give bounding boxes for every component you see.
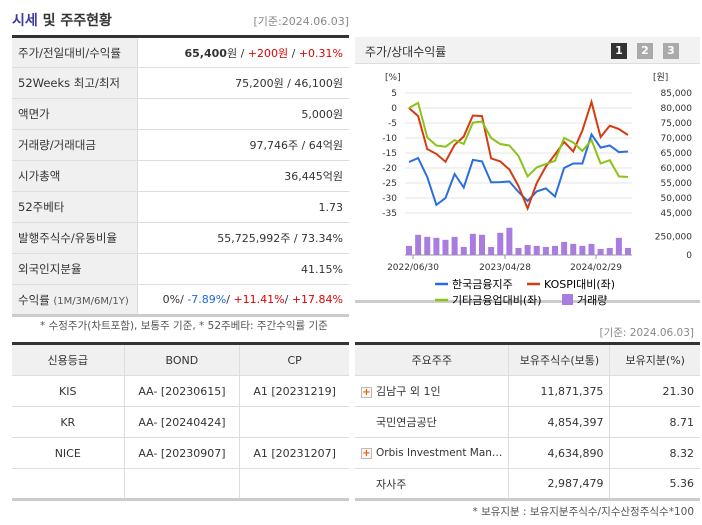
volume-bar — [451, 236, 458, 255]
left-tick-label: -35 — [382, 209, 397, 219]
right-tick-label: 75,000 — [661, 119, 693, 129]
chart-page-1-button[interactable]: 1 — [611, 43, 627, 59]
volume-bar — [615, 237, 622, 255]
price-chart: [%] [원] 5 85,000 0 80,000 -5 75,000 -10 70,000 -… — [382, 72, 693, 307]
volume-bar — [597, 248, 604, 255]
volume-bar — [433, 237, 440, 255]
table-row: 외국인지분율 41.15% — [12, 253, 349, 285]
left-tick-label: -15 — [382, 149, 397, 159]
x-tick-label: 2023/04/28 — [479, 263, 531, 273]
volume-bar — [606, 247, 613, 255]
expand-icon[interactable]: + — [361, 386, 372, 398]
legend: 한국금융지주 KOSPI대비(좌) 기타금융업대비(좌) 거래량 — [435, 278, 615, 307]
table-row: 발행주식수/유동비율 55,725,992주 / 73.34% — [12, 222, 349, 254]
volume-bar — [625, 247, 631, 255]
table-row: 수익률 (1M/3M/6M/1Y) 0%/ -7.89%/ +11.41%/ +1… — [12, 284, 349, 316]
legend-item: 기타금융업대비(좌) — [452, 294, 542, 307]
table-row: KIS AA- [20230615] A1 [20231219] — [12, 375, 349, 407]
credit-rating-table: 신용등급 BOND CP KIS AA- [20230615] A1 [20231219… — [12, 342, 349, 501]
table-row: 주가/전일대비/수익률 65,400원 / +200원 / +0.31% — [12, 36, 349, 68]
right-tick-label: 50,000 — [661, 194, 693, 204]
expand-icon[interactable]: + — [361, 447, 372, 459]
left-tick-label: -20 — [382, 164, 397, 174]
series-line — [408, 132, 629, 207]
right-tick-label: 55,000 — [661, 179, 693, 189]
shareholder-footnote: * 보유지분 : 보유지분주식수/지수산정주식수*100 — [472, 506, 694, 518]
volume-bar — [442, 239, 449, 255]
volume-bar — [561, 241, 568, 255]
volume-bar — [533, 245, 540, 255]
volume-bar — [506, 227, 513, 255]
table-row: 52Weeks 최고/최저 75,200원 / 46,100원 — [12, 67, 349, 99]
footnote: * 수정주가(차트포함), 보통주 기준, * 52주베타: 주간수익률 기준 — [40, 320, 328, 332]
volume-bar — [570, 243, 577, 255]
table-row: + Orbis Investment Man… 4,634,890 8.32 — [355, 437, 700, 469]
base-date: [기준:2024.06.03] — [253, 15, 349, 28]
shareholder-name[interactable]: + Orbis Investment Man… — [355, 437, 510, 469]
volume-bar — [460, 246, 467, 255]
left-tick-label: 5 — [391, 89, 397, 99]
right-tick-label: 70,000 — [661, 134, 693, 144]
volume-tick-label: 250,000 — [655, 233, 692, 243]
volume-bar — [406, 245, 412, 255]
left-tick-label: -10 — [382, 134, 397, 144]
table-row: 거래량/거래대금 97,746주 / 64억원 — [12, 129, 349, 161]
table-row: 국민연금공단 4,854,397 8.71 — [355, 406, 700, 438]
chart-header: 주가/상대수익률 1 2 3 — [355, 37, 700, 64]
table-row: 52주베타 1.73 — [12, 191, 349, 223]
volume-bar — [488, 246, 495, 255]
volume-bar — [524, 244, 531, 255]
x-tick-label: 2022/06/30 — [387, 263, 439, 273]
volume-bar — [497, 232, 504, 255]
chart-page-2-button[interactable]: 2 — [637, 43, 653, 59]
left-tick-label: -5 — [388, 119, 397, 129]
right-tick-label: 65,000 — [661, 149, 693, 159]
left-tick-label: 0 — [391, 104, 397, 114]
shareholder-name[interactable]: + 김남구 외 1인 — [355, 375, 510, 407]
legend-item: 거래량 — [577, 294, 607, 307]
series-line — [408, 101, 629, 179]
left-tick-label: -25 — [382, 179, 397, 189]
right-tick-label: 80,000 — [661, 104, 693, 114]
left-tick-label: -30 — [382, 194, 397, 204]
table-row: KR AA- [20240424] — [12, 406, 349, 438]
chart-page-3-button[interactable]: 3 — [663, 43, 679, 59]
table-row: + 김남구 외 1인 11,871,375 21.30 — [355, 375, 700, 407]
volume-bar — [552, 245, 558, 255]
section-title: 시세 및 주주현황 — [12, 13, 112, 29]
series-line — [408, 98, 629, 212]
volume-bar — [415, 234, 422, 255]
volume-bar — [469, 233, 476, 255]
volume-bar — [588, 243, 595, 255]
volume-bar — [479, 234, 485, 255]
volume-bar — [515, 247, 522, 255]
legend-item: KOSPI대비(좌) — [544, 278, 615, 291]
left-unit: [%] — [385, 73, 401, 83]
table-row: 액면가 5,000원 — [12, 98, 349, 130]
right-tick-label: 60,000 — [661, 164, 693, 174]
table-row: 시가총액 36,445억원 — [12, 160, 349, 192]
x-tick-label: 2024/02/29 — [570, 263, 622, 273]
legend-item: 한국금융지주 — [452, 278, 513, 291]
right-tick-label: 45,000 — [661, 209, 693, 219]
table-row: 자사주 2,987,479 5.36 — [355, 468, 700, 500]
shareholder-base-date: [기준: 2024.06.03] — [599, 327, 694, 339]
volume-bar — [542, 246, 549, 255]
right-tick-label: 85,000 — [661, 89, 693, 99]
shareholder-table: 주요주주 보유주식수(보통) 보유지분(%) + 김남구 외 1인 11,871,375… — [355, 342, 700, 501]
volume-bar — [579, 245, 586, 255]
market-info-table: 주가/전일대비/수익률 65,400원 / +200원 / +0.31% 52We… — [12, 35, 349, 317]
right-unit: [원] — [653, 72, 668, 83]
table-row: NICE AA- [20230907] A1 [20231207] — [12, 437, 349, 469]
table-row — [12, 468, 349, 500]
volume-tick-label: 0 — [686, 251, 692, 261]
volume-bar — [424, 236, 431, 255]
